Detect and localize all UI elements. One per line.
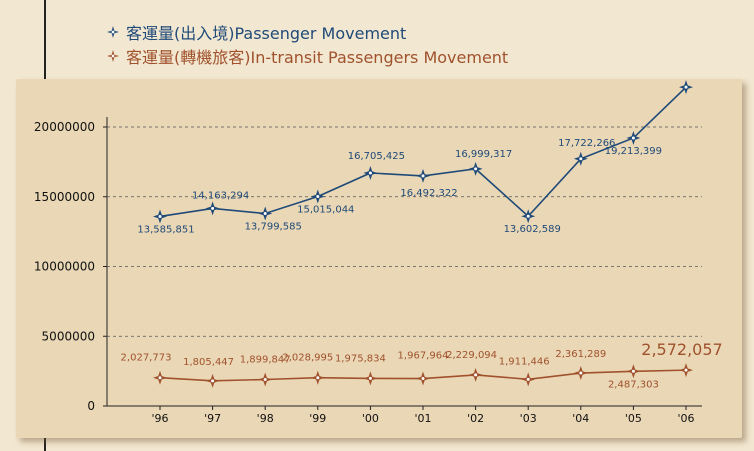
data-label: 1,967,964 [398,351,449,362]
data-point-marker-center [158,214,162,218]
data-label: 1,911,446 [499,356,550,367]
data-point-marker-center [579,371,583,375]
x-tick-label: '01 [414,412,431,425]
data-point-marker-center [316,195,320,199]
data-label: 19,213,399 [605,146,662,157]
data-point-marker-center [526,377,530,381]
chart-panel: 0 5000000 10000000 15000000 20000000 '96 '97 '9… [16,79,742,438]
x-tick-label: '06 [677,412,694,425]
x-tick-label: '05 [625,412,642,425]
x-tick-label: '99 [309,412,326,425]
data-point-marker-center [263,211,267,215]
y-tick-label: 20000000 [34,120,95,134]
data-point-marker-center [368,171,372,175]
legend-item-passenger-movement: 客運量(出入境)Passenger Movement [106,20,508,44]
data-label: 16,492,322 [400,188,457,199]
data-point-marker-center [421,174,425,178]
data-label: 2,229,094 [446,350,497,361]
cross-marker-icon [107,50,119,62]
data-point-marker-center [211,379,215,383]
data-point-marker-center [474,373,478,377]
data-label: 15,015,044 [297,205,354,216]
data-point-marker-center [631,136,635,140]
x-tick-label: '96 [151,412,168,425]
data-point-marker-center [631,369,635,373]
data-label: 2,487,303 [608,379,659,390]
x-tick-label: '00 [362,412,379,425]
data-point-marker-center [474,167,478,171]
x-tick-label: '03 [520,412,537,425]
y-tick-label: 5000000 [42,329,95,343]
legend-label: 客運量(出入境)Passenger Movement [126,24,407,43]
data-label: 16,999,317 [455,149,512,160]
data-label: 2,572,057 [641,340,722,359]
data-label: 13,602,589 [504,224,561,235]
data-point-marker-center [158,376,162,380]
data-label: 2,028,995 [282,353,333,364]
data-label: 2,361,289 [555,349,606,360]
data-label: 1,899,847 [240,354,291,365]
x-tick-label: '98 [257,412,274,425]
y-tick-label: 0 [87,399,95,413]
legend-item-in-transit-movement: 客運量(轉機旅客)In-transit Passengers Movement [106,44,508,68]
data-label: 14,163,294 [192,190,249,201]
data-point-marker-center [263,377,267,381]
data-point-marker-center [526,214,530,218]
data-point-marker-center [316,376,320,380]
y-tick-label: 10000000 [34,260,95,274]
data-point-marker-center [684,368,688,372]
data-label: 17,722,266 [558,138,615,149]
legend-label: 客運量(轉機旅客)In-transit Passengers Movement [126,48,509,67]
data-point-marker-center [211,206,215,210]
data-point-marker-center [579,157,583,161]
x-tick-label: '04 [572,412,589,425]
data-label: 1,975,834 [335,353,386,364]
cross-marker-icon [107,26,119,38]
data-point-marker-center [421,377,425,381]
data-label: 1,805,447 [183,357,234,368]
data-label: 13,799,585 [245,221,302,232]
data-label: 16,705,425 [348,151,405,162]
data-point-marker-center [368,376,372,380]
y-tick-label: 15000000 [34,190,95,204]
legend: 客運量(出入境)Passenger Movement 客運量(轉機旅客)In-t… [106,20,508,68]
data-label: 2,027,773 [121,353,172,364]
line-chart: 0 5000000 10000000 15000000 20000000 '96 '97 '9… [34,80,723,425]
x-tick-label: '97 [204,412,221,425]
data-point-marker-center [684,85,688,89]
data-label: 13,585,851 [137,224,194,235]
x-tick-label: '02 [467,412,484,425]
